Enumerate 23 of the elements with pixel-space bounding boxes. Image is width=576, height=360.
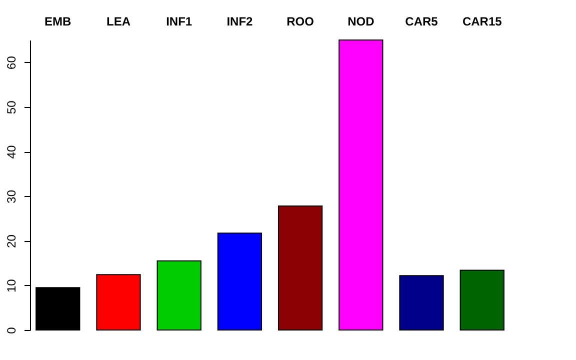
bar — [217, 232, 262, 330]
y-tick-label: 50 — [4, 100, 18, 114]
bar — [96, 274, 141, 330]
y-tick-label: 20 — [4, 234, 18, 248]
bar — [278, 205, 323, 330]
x-tick-label: INF2 — [226, 14, 254, 28]
bar — [338, 40, 384, 330]
bar — [460, 270, 504, 330]
x-tick-label: EMB — [44, 14, 72, 28]
y-tick-label: 10 — [4, 278, 18, 293]
y-tick-label: 60 — [4, 56, 18, 70]
y-tick-label: 40 — [4, 145, 18, 159]
x-tick-label: ROO — [286, 14, 314, 28]
bar — [399, 275, 444, 330]
y-tick-label: 30 — [4, 190, 18, 204]
y-tick-label: 0 — [4, 326, 18, 334]
x-tick-label: INF1 — [166, 14, 192, 28]
x-tick-label: CAR5 — [405, 14, 438, 28]
bar — [36, 287, 80, 330]
x-tick-label: LEA — [106, 14, 131, 28]
x-tick-label: CAR15 — [462, 14, 502, 28]
x-tick-label: NOD — [348, 14, 375, 28]
bar — [156, 260, 202, 330]
